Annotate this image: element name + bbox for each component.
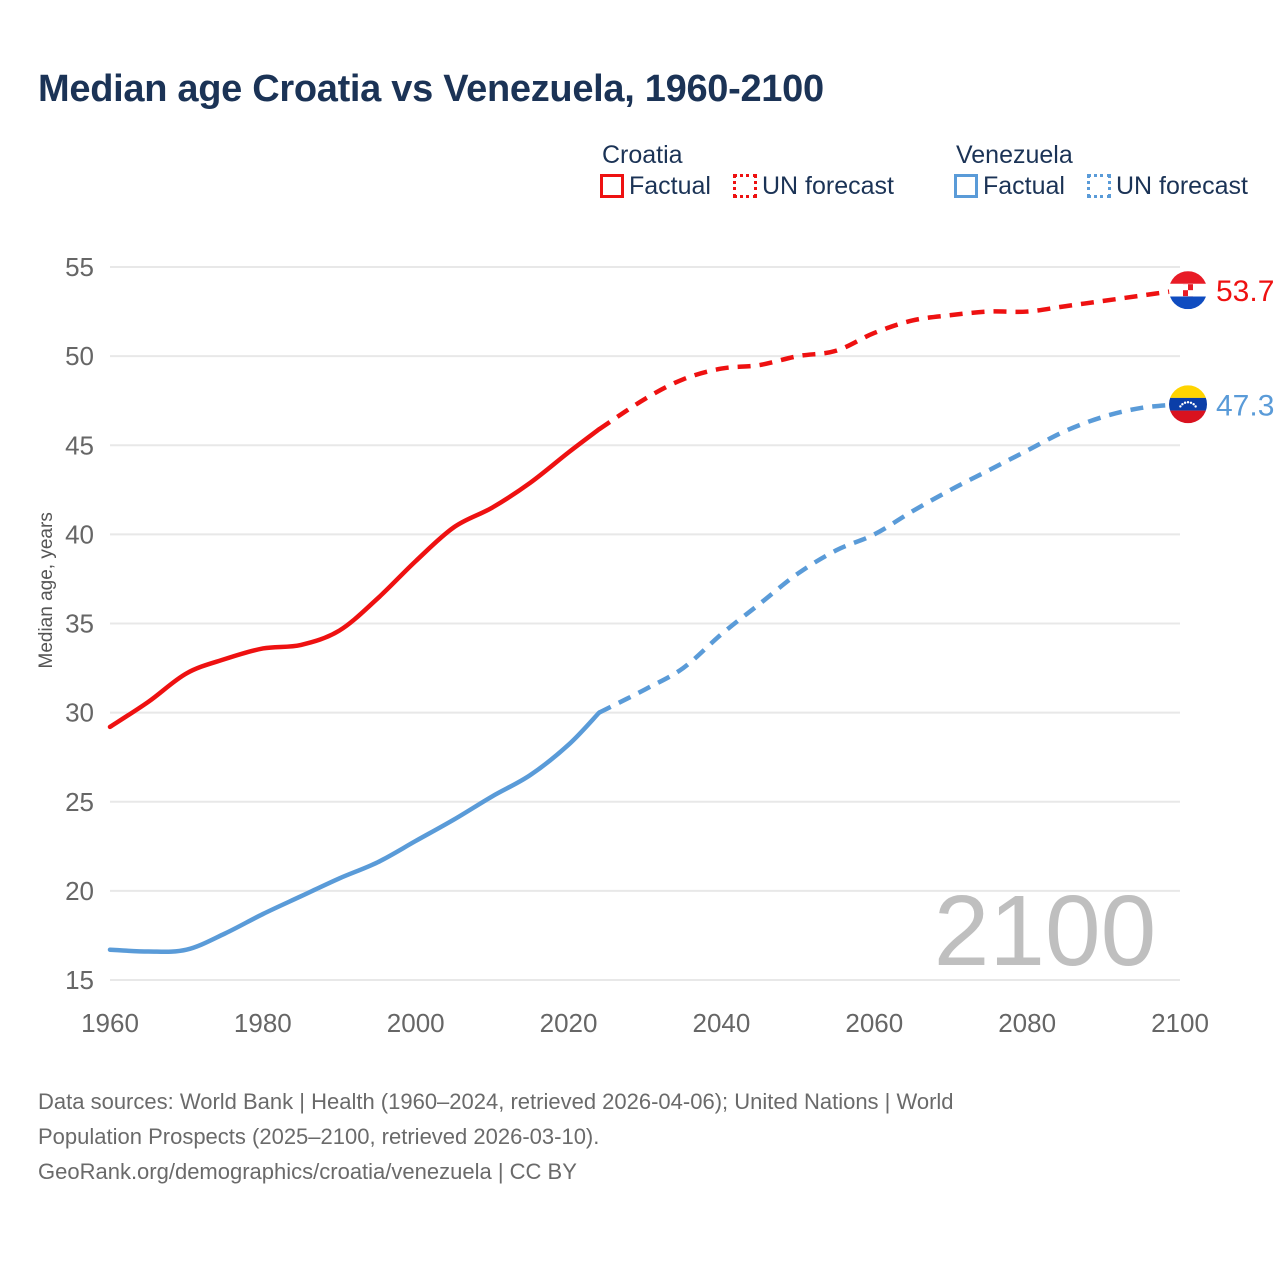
svg-text:35: 35 bbox=[65, 609, 94, 639]
svg-text:45: 45 bbox=[65, 430, 94, 460]
series-line-forecast-venezuela bbox=[598, 402, 1181, 715]
svg-text:30: 30 bbox=[65, 698, 94, 728]
footer-line-3: GeoRank.org/demographics/croatia/venezue… bbox=[38, 1158, 577, 1184]
legend-item-venezuela-factual[interactable]: Factual bbox=[953, 171, 1065, 200]
footer-credits: Data sources: World Bank | Health (1960–… bbox=[38, 1085, 1208, 1189]
legend-swatch-solid-icon bbox=[600, 174, 624, 198]
legend-item-croatia-factual[interactable]: Factual bbox=[600, 171, 711, 200]
svg-text:1960: 1960 bbox=[81, 1008, 139, 1038]
legend-item-croatia-forecast[interactable]: UN forecast bbox=[732, 171, 894, 200]
chart-legend: Croatia Factual UN forecast Venezuela Fa… bbox=[600, 141, 1248, 200]
svg-text:2040: 2040 bbox=[693, 1008, 751, 1038]
legend-row-croatia: Factual UN forecast bbox=[600, 171, 894, 200]
svg-text:25: 25 bbox=[65, 787, 94, 817]
svg-text:1980: 1980 bbox=[234, 1008, 292, 1038]
legend-label-croatia-forecast: UN forecast bbox=[761, 171, 894, 200]
series-line-forecast-croatia bbox=[597, 287, 1181, 432]
legend-country-croatia: Croatia bbox=[602, 141, 683, 169]
legend-item-venezuela-forecast[interactable]: UN forecast bbox=[1086, 171, 1248, 200]
series-end-markers: 53.7 47.3 bbox=[1169, 271, 1274, 424]
series-line-factual-venezuela bbox=[107, 710, 602, 954]
end-value-label-venezuela: 47.3 bbox=[1216, 389, 1274, 422]
legend-swatch-solid-icon bbox=[953, 174, 978, 198]
svg-text:2020: 2020 bbox=[540, 1008, 598, 1038]
legend-label-croatia-factual: Factual bbox=[629, 171, 711, 200]
svg-text:2100: 2100 bbox=[1151, 1008, 1209, 1038]
chart-gridlines bbox=[110, 266, 1180, 981]
series-line-factual-croatia bbox=[107, 426, 602, 730]
footer-line-1: Data sources: World Bank | Health (1960–… bbox=[38, 1089, 954, 1114]
legend-group-venezuela: Venezuela Factual UN forecast bbox=[953, 141, 1248, 200]
venezuela-flag bbox=[1169, 385, 1207, 424]
footer-line-2: Population Prospects (2025–2100, retriev… bbox=[38, 1123, 600, 1149]
svg-text:50: 50 bbox=[65, 341, 94, 371]
y-axis-label: Median age, years bbox=[36, 512, 57, 668]
y-axis-tick-labels: 15 20 25 30 35 40 45 50 55 bbox=[65, 252, 94, 995]
legend-swatch-dotted-icon bbox=[1086, 174, 1111, 198]
legend-swatch-dotted-icon bbox=[732, 174, 757, 198]
croatia-flag bbox=[1169, 271, 1207, 310]
x-axis-tick-labels: 1960 1980 2000 2020 2040 2060 2080 2100 bbox=[81, 1008, 1209, 1038]
svg-text:40: 40 bbox=[65, 519, 94, 549]
year-watermark: 2100 bbox=[934, 875, 1156, 987]
svg-text:55: 55 bbox=[65, 252, 94, 282]
svg-text:2000: 2000 bbox=[387, 1008, 445, 1038]
legend-row-venezuela: Factual UN forecast bbox=[953, 171, 1248, 200]
legend-label-venezuela-factual: Factual bbox=[982, 171, 1065, 200]
legend-country-venezuela: Venezuela bbox=[955, 141, 1073, 169]
svg-text:15: 15 bbox=[65, 965, 94, 995]
page-title: Median age Croatia vs Venezuela, 1960-21… bbox=[38, 68, 824, 110]
svg-text:20: 20 bbox=[65, 876, 94, 906]
svg-text:2060: 2060 bbox=[845, 1008, 903, 1038]
svg-text:2080: 2080 bbox=[998, 1008, 1056, 1038]
legend-group-croatia: Croatia Factual UN forecast bbox=[600, 141, 894, 200]
legend-label-venezuela-forecast: UN forecast bbox=[1115, 171, 1248, 200]
chart-series bbox=[107, 287, 1181, 954]
end-value-label-croatia: 53.7 bbox=[1216, 275, 1274, 308]
